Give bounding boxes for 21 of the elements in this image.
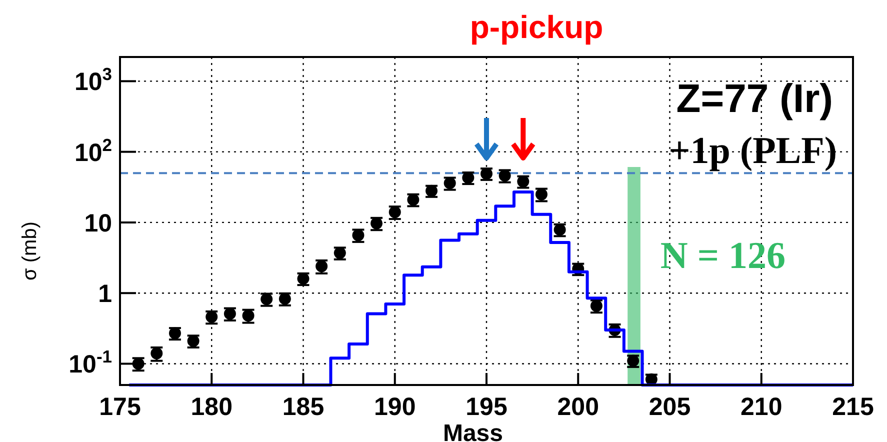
y-tick-label: 10$^{2}$ xyxy=(74,134,112,167)
point xyxy=(150,347,163,360)
chart-title: p-pickup xyxy=(470,9,604,45)
x-tick-label: 175 xyxy=(99,393,141,421)
y-axis-title: σ (mb) xyxy=(19,221,41,281)
band-label: N = 126 xyxy=(660,235,786,277)
x-axis-title: Mass xyxy=(442,420,504,442)
annotation: Z=77 (Ir) xyxy=(676,77,833,121)
x-tick-label: 215 xyxy=(832,393,874,421)
y-tick-label: 10$^{3}$ xyxy=(74,64,112,96)
y-tick-label: 10 xyxy=(84,209,112,238)
y-tick-label: 10$^{-1}$ xyxy=(68,346,112,379)
x-tick-label: 210 xyxy=(740,393,782,421)
x-tick-label: 185 xyxy=(282,393,324,421)
x-tick-label: 205 xyxy=(648,393,691,421)
annotation: +1p (PLF) xyxy=(668,130,837,172)
x-tick-label: 195 xyxy=(466,393,508,421)
x-tick-label: 200 xyxy=(557,393,599,421)
y-tick-label: 1 xyxy=(98,280,112,308)
x-tick-label: 180 xyxy=(190,393,232,421)
x-tick-label: 190 xyxy=(374,393,416,421)
